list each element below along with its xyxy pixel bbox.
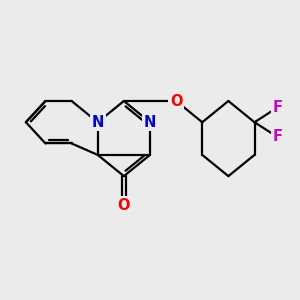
- Text: N: N: [144, 115, 156, 130]
- Text: F: F: [272, 129, 282, 144]
- Text: O: O: [170, 94, 182, 109]
- Text: N: N: [92, 115, 104, 130]
- Text: F: F: [272, 100, 282, 115]
- Text: O: O: [118, 198, 130, 213]
